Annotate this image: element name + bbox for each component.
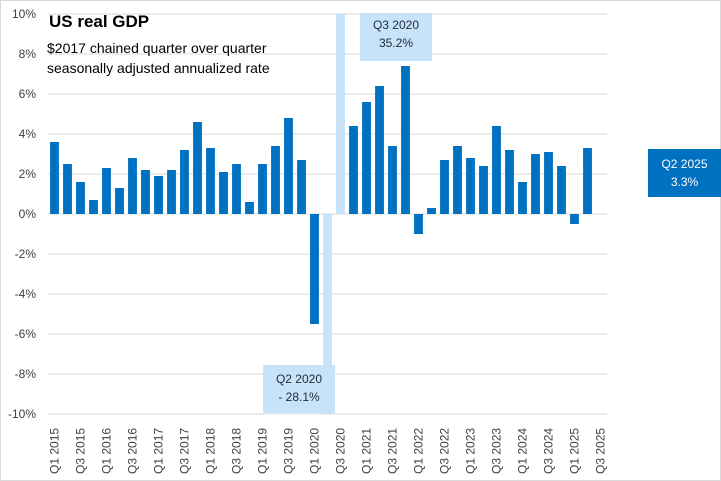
subtitle-line-2: seasonally adjusted annualized rate (47, 60, 270, 76)
bar-q4-2017 (193, 122, 202, 214)
bar-q1-2021 (362, 102, 371, 214)
chart-subtitle: $2017 chained quarter over quarter seaso… (47, 38, 270, 78)
bar-q2-2015 (63, 164, 72, 214)
bar-q4-2016 (141, 170, 150, 214)
annotation-q2-2025: Q2 2025 3.3% (648, 149, 721, 197)
bar-q4-2015 (89, 200, 98, 214)
y-tick-label: -4% (15, 287, 37, 301)
bar-q4-2019 (297, 160, 306, 214)
x-tick-label: Q1 2015 (48, 428, 62, 474)
bar-q3-2017 (180, 150, 189, 214)
x-tick-label: Q1 2016 (100, 428, 114, 474)
bar-q2-2018 (219, 172, 228, 214)
bar-q2-2021 (375, 86, 384, 214)
bar-q3-2024 (544, 152, 553, 214)
x-axis-ticks: Q1 2015 Q3 2015 Q1 2016 Q3 2016 Q1 2017 Q3 20… (48, 428, 608, 474)
y-tick-label: -6% (15, 327, 37, 341)
bar-q1-2020 (310, 214, 319, 324)
bar-q3-2022 (440, 160, 449, 214)
annotation-q2-2025-value: 3.3% (670, 175, 699, 189)
y-tick-label: 10% (12, 7, 36, 21)
annotation-q3-2020: Q3 2020 35.2% (360, 13, 432, 61)
y-tick-label: 8% (19, 47, 37, 61)
bar-q4-2021 (401, 66, 410, 214)
bar-q1-2016 (102, 168, 111, 214)
x-tick-label: Q1 2024 (516, 428, 530, 474)
bar-q2-2024 (531, 154, 540, 214)
x-tick-label: Q3 2023 (490, 428, 504, 474)
x-tick-label: Q1 2020 (308, 428, 322, 474)
y-axis-ticks: -10% -8% -6% -4% -2% 0% 2% 4% 6% 8% 10% (8, 7, 36, 421)
x-tick-label: Q3 2019 (282, 428, 296, 474)
bar-q3-2018 (232, 164, 241, 214)
bar-q4-2022 (453, 146, 462, 214)
bar-q1-2018 (206, 148, 215, 214)
annotation-q2-2025-label: Q2 2025 (661, 157, 708, 171)
x-tick-label: Q1 2019 (256, 428, 270, 474)
x-tick-label: Q3 2021 (386, 428, 400, 474)
y-tick-label: 0% (19, 207, 37, 221)
y-tick-label: 6% (19, 87, 37, 101)
bar-q3-2023 (492, 126, 501, 214)
x-tick-label: Q1 2018 (204, 428, 218, 474)
y-tick-label: 2% (19, 167, 37, 181)
annotation-q2-2020: Q2 2020 - 28.1% (263, 365, 335, 413)
x-tick-label: Q1 2017 (152, 428, 166, 474)
bar-q3-2021 (388, 146, 397, 214)
bar-q3-2016 (128, 158, 137, 214)
bar-q2-2016 (115, 188, 124, 214)
bar-q1-2024 (518, 182, 527, 214)
bar-q1-2022 (414, 214, 423, 234)
bar-q1-2017 (154, 176, 163, 214)
chart-title: US real GDP (49, 12, 150, 31)
x-tick-label: Q1 2022 (412, 428, 426, 474)
bar-q2-2019 (271, 146, 280, 214)
y-tick-label: -8% (15, 367, 37, 381)
x-tick-label: Q1 2021 (360, 428, 374, 474)
x-tick-label: Q1 2025 (568, 428, 582, 474)
bar-q4-2018 (245, 202, 254, 214)
annotation-q2-2020-value: - 28.1% (278, 390, 320, 404)
bar-q1-2019 (258, 164, 267, 214)
y-tick-label: -10% (8, 407, 36, 421)
annotation-q2-2020-label: Q2 2020 (275, 372, 323, 386)
x-tick-label: Q3 2016 (126, 428, 140, 474)
bar-q2-2022 (427, 208, 436, 214)
bar-q4-2020 (349, 126, 358, 214)
x-tick-label: Q3 2015 (74, 428, 88, 474)
bar-q3-2020 (336, 14, 345, 214)
y-tick-label: 4% (19, 127, 37, 141)
bar-q4-2023 (505, 150, 514, 214)
bar-q1-2023 (466, 158, 475, 214)
annotation-q3-2020-label: Q3 2020 (372, 18, 420, 32)
x-tick-label: Q3 2024 (542, 428, 556, 474)
x-tick-label: Q3 2018 (230, 428, 244, 474)
bar-q2-2020 (323, 214, 332, 414)
bar-q1-2025 (570, 214, 579, 224)
bar-q3-2015 (76, 182, 85, 214)
subtitle-line-1: $2017 chained quarter over quarter (47, 40, 267, 56)
x-tick-label: Q3 2017 (178, 428, 192, 474)
x-tick-label: Q3 2025 (594, 428, 608, 474)
annotation-q3-2020-value: 35.2% (378, 36, 414, 50)
bar-q1-2015 (50, 142, 59, 214)
bar-q2-2023 (479, 166, 488, 214)
bar-q2-2017 (167, 170, 176, 214)
bar-q4-2024 (557, 166, 566, 214)
bars (50, 14, 592, 414)
x-tick-label: Q3 2022 (438, 428, 452, 474)
bar-q2-2025 (583, 148, 592, 214)
x-tick-label: Q3 2020 (334, 428, 348, 474)
y-tick-label: -2% (15, 247, 37, 261)
bar-q3-2019 (284, 118, 293, 214)
x-tick-label: Q1 2023 (464, 428, 478, 474)
